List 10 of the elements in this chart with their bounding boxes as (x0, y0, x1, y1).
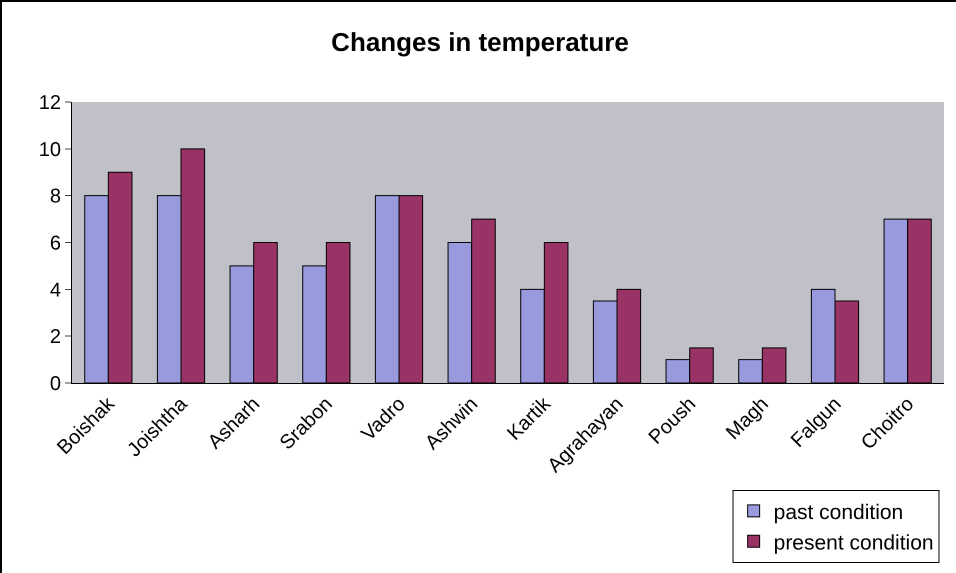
y-tick-label: 12 (38, 92, 61, 114)
legend-label: present condition (774, 531, 934, 554)
y-tick-label: 6 (50, 232, 61, 254)
chart-title: Changes in temperature (331, 27, 629, 58)
y-tick-label: 8 (50, 186, 61, 208)
y-tick-label: 10 (38, 138, 61, 161)
y-tick-label: 0 (50, 373, 61, 395)
y-tick-label: 2 (50, 326, 61, 348)
y-tick-label: 4 (50, 279, 61, 302)
legend-label: past condition (774, 501, 904, 524)
